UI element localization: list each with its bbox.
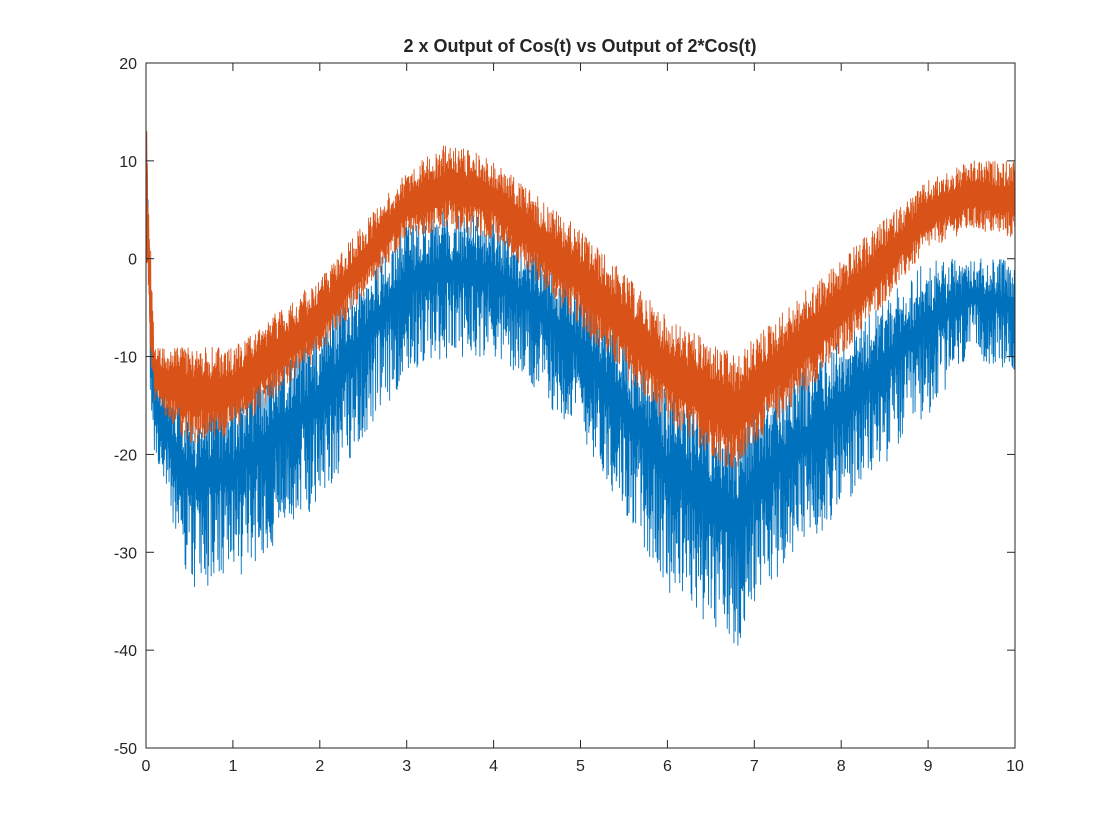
y-tick-label: -50 [114,741,137,758]
y-tick-label: 0 [128,252,137,269]
y-tick-label: -30 [114,545,137,562]
x-tick-label: 3 [402,758,411,775]
y-tick-label: -10 [114,350,137,367]
x-tick-label: 1 [228,758,237,775]
x-tick-label: 6 [663,758,672,775]
series-layer [146,112,1015,646]
x-tick-label: 7 [750,758,759,775]
x-tick-label: 10 [1006,758,1024,775]
x-tick-label: 9 [924,758,933,775]
y-tick-label: -40 [114,643,137,660]
y-tick-label: 10 [119,154,137,171]
y-tick-label: -20 [114,447,137,464]
x-tick-label: 8 [837,758,846,775]
x-axis: 0 1 2 3 4 5 6 7 8 9 10 [142,63,1024,775]
x-tick-label: 2 [315,758,324,775]
y-tick-label: 20 [119,56,137,73]
x-tick-label: 0 [142,758,151,775]
y-axis: 20 10 0 -10 -20 -30 -40 -50 [114,56,1015,758]
chart-title: 2 x Output of Cos(t) vs Output of 2*Cos(… [404,36,757,56]
x-tick-label: 4 [489,758,498,775]
series-line-2 [146,131,1015,469]
x-tick-label: 5 [576,758,585,775]
